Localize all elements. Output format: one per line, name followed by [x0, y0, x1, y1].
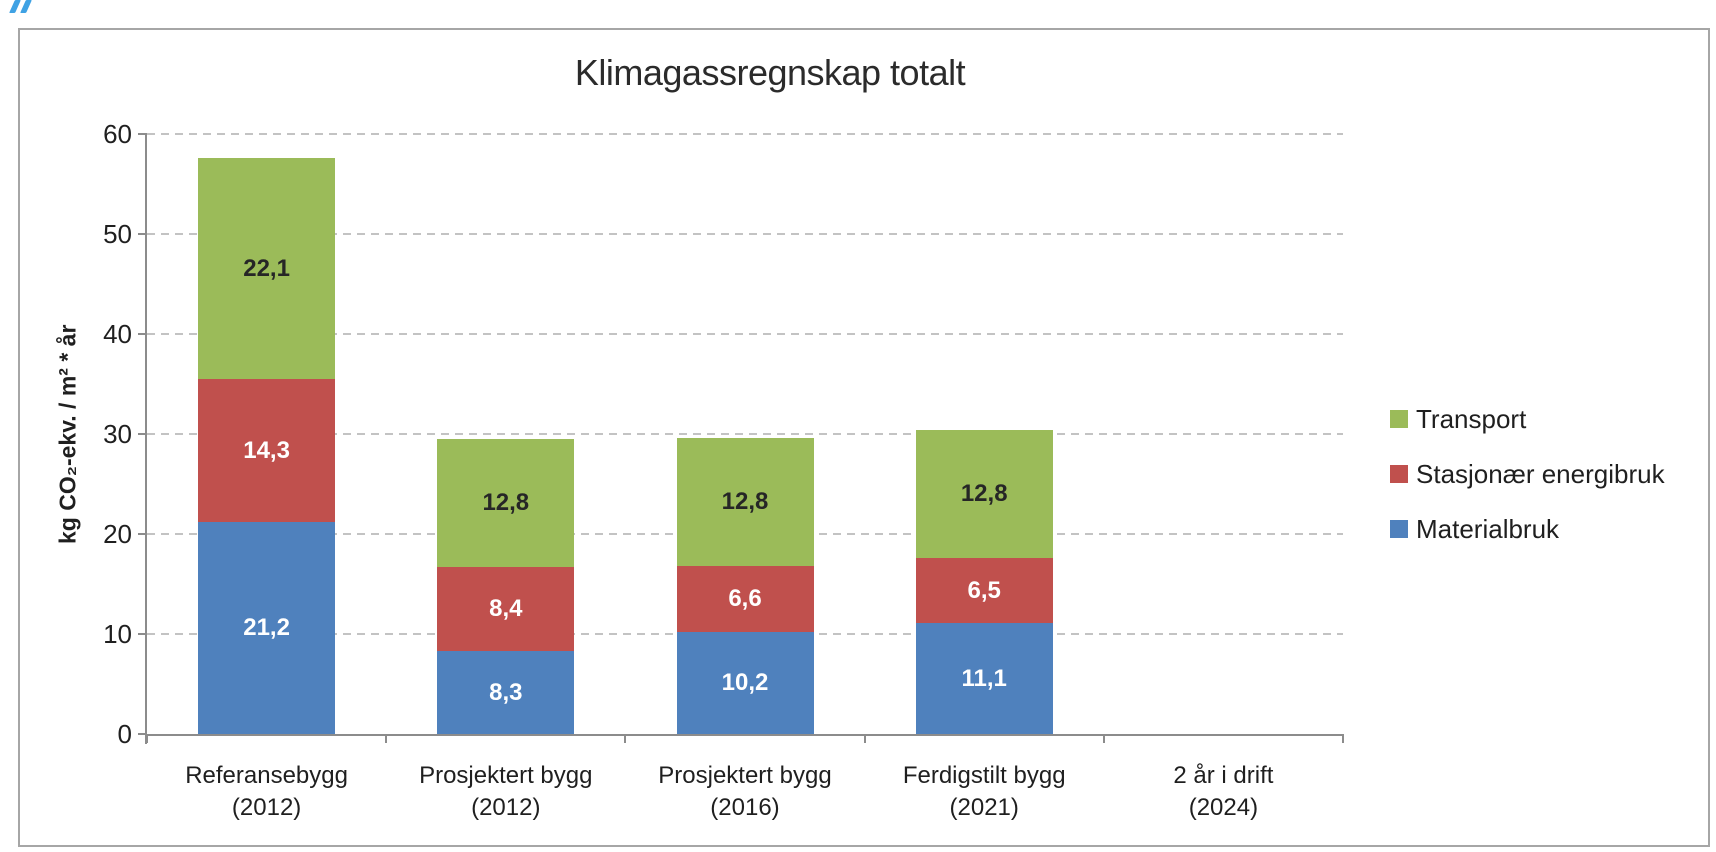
category-label-line2: (2024)	[1188, 794, 1259, 821]
y-tick-label: 30	[103, 419, 132, 449]
category-label: Prosjektert bygg (2012)	[386, 760, 625, 824]
legend-item: Materialbruk	[1390, 514, 1559, 544]
y-tick-label: 0	[117, 719, 132, 749]
category-label-line2: (2012)	[471, 794, 541, 821]
x-axis-tick	[385, 734, 388, 743]
category-label: Prosjektert bygg (2016)	[625, 760, 864, 824]
legend-label: Transport	[1416, 403, 1527, 434]
bar-segment	[915, 430, 1053, 558]
chart-title: Klimagassregnskap totalt	[574, 52, 966, 93]
category-label-line1: Ferdigstilt bygg	[902, 762, 1066, 789]
x-axis-tick	[863, 734, 866, 743]
x-axis-tick	[146, 734, 148, 743]
gridline	[147, 433, 1343, 435]
category-label-line1: Prosjektert bygg	[419, 762, 593, 789]
legend-swatch-icon	[1390, 410, 1408, 428]
category-label: Referansebygg (2012)	[147, 760, 386, 824]
plot-area: 0 10 20 30 40 50 60 21,2 14,3 22,1 Referansebygg (2…	[20, 30, 1708, 845]
legend-label: Stasjonær energibruk	[1416, 458, 1665, 489]
y-tick-label: 60	[103, 119, 132, 149]
category-label-line1: 2 år i drift	[1173, 762, 1274, 789]
y-axis-tick	[138, 533, 147, 535]
bar-segment	[915, 558, 1053, 623]
category-label-line1: Prosjektert bygg	[658, 762, 832, 789]
y-axis-tick	[138, 133, 147, 135]
y-axis-tick	[138, 433, 147, 435]
y-tick-label: 10	[103, 619, 132, 649]
gridline	[147, 133, 1343, 135]
y-axis-line	[145, 134, 147, 744]
bar-segment	[198, 158, 336, 379]
category-label-line2: (2021)	[949, 794, 1019, 821]
bar-segment	[676, 632, 814, 734]
bar-segment	[437, 651, 575, 734]
gridline	[147, 233, 1343, 235]
x-axis-line	[145, 734, 1343, 736]
gridline	[147, 333, 1343, 335]
chart-frame: Klimagassregnskap totalt kg CO₂-ekv. / m…	[18, 28, 1710, 847]
bar-segment	[676, 566, 814, 632]
y-axis-tick	[138, 233, 147, 235]
y-tick-label: 20	[103, 519, 132, 549]
y-axis-tick	[138, 633, 147, 635]
bar-segment	[198, 522, 336, 734]
bar-segment	[437, 567, 575, 651]
category-label-line2: (2016)	[710, 794, 780, 821]
category-label: 2 år i drift (2024)	[1104, 760, 1343, 824]
category-label: Ferdigstilt bygg (2021)	[865, 760, 1104, 824]
y-tick-label: 50	[103, 219, 132, 249]
category-label-line2: (2012)	[231, 794, 302, 821]
legend-item: Transport	[1390, 404, 1526, 434]
category-label-line1: Referansebygg	[185, 762, 348, 789]
bar-segment	[437, 439, 575, 567]
legend-swatch-icon	[1390, 520, 1408, 538]
y-tick-label: 40	[103, 319, 132, 349]
quote-mark-icon	[9, 0, 39, 14]
y-axis-tick	[138, 733, 147, 735]
y-axis-tick	[138, 333, 147, 335]
bar-segment	[915, 623, 1053, 734]
x-axis-tick	[624, 734, 627, 743]
bar-segment	[676, 438, 814, 566]
legend-item: Stasjonær energibruk	[1390, 459, 1665, 489]
x-axis-tick	[1342, 734, 1344, 743]
legend-swatch-icon	[1390, 465, 1408, 483]
bar-segment	[198, 379, 336, 522]
x-axis-tick	[1102, 734, 1105, 743]
legend-label: Materialbruk	[1416, 513, 1560, 544]
